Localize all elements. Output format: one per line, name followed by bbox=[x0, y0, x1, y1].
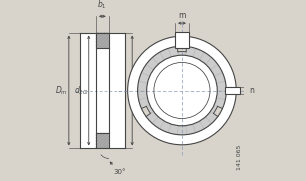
Text: $d_{2G}$: $d_{2G}$ bbox=[74, 84, 88, 97]
Text: m: m bbox=[178, 10, 186, 20]
Text: $D_m$: $D_m$ bbox=[55, 84, 68, 97]
Wedge shape bbox=[138, 46, 226, 135]
Polygon shape bbox=[175, 32, 189, 48]
Polygon shape bbox=[225, 87, 240, 94]
Text: n: n bbox=[249, 86, 254, 95]
Circle shape bbox=[128, 36, 236, 145]
Polygon shape bbox=[177, 46, 187, 52]
Text: 141 065: 141 065 bbox=[237, 145, 242, 170]
Polygon shape bbox=[96, 133, 109, 148]
Text: $D_a$: $D_a$ bbox=[133, 84, 144, 97]
Circle shape bbox=[147, 55, 217, 126]
Text: 30°: 30° bbox=[113, 169, 126, 175]
Polygon shape bbox=[80, 33, 125, 148]
Polygon shape bbox=[96, 33, 109, 48]
Polygon shape bbox=[141, 106, 151, 117]
Polygon shape bbox=[214, 106, 222, 117]
Wedge shape bbox=[128, 36, 236, 145]
Text: $b_1$: $b_1$ bbox=[98, 0, 107, 11]
